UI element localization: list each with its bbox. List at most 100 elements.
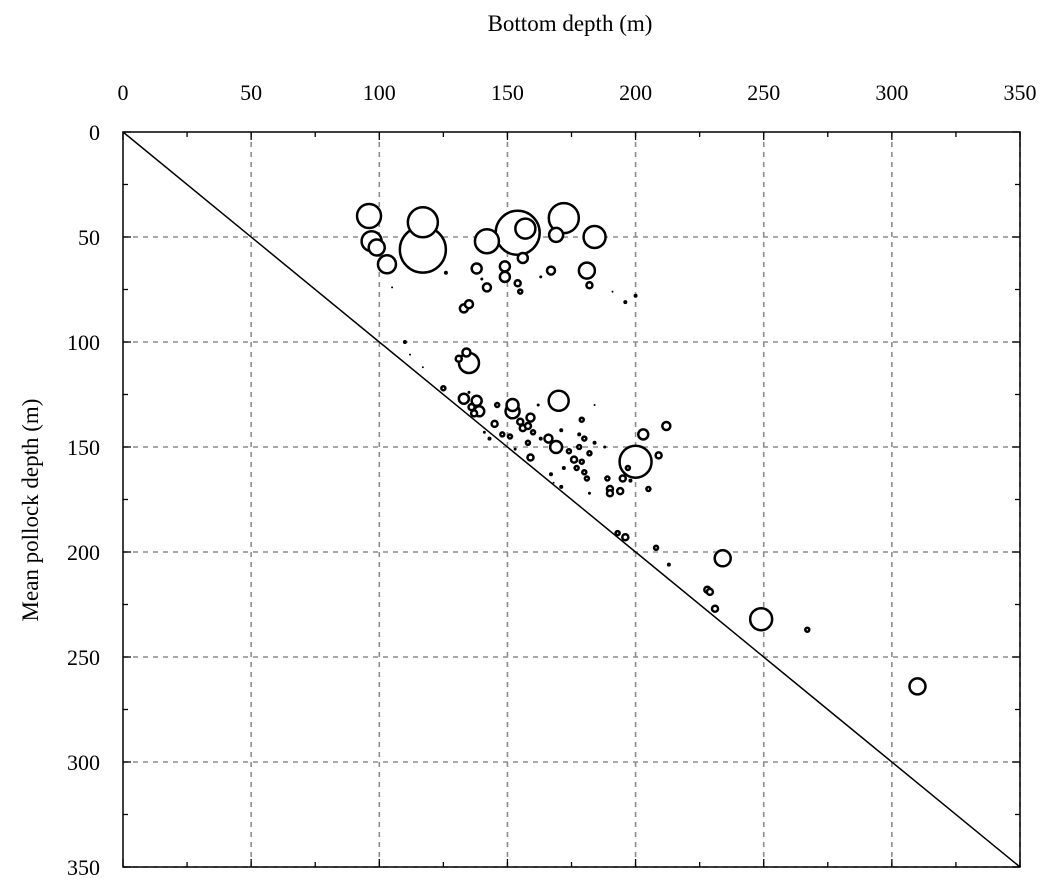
data-point xyxy=(367,238,386,257)
y-tick-label: 100 xyxy=(67,330,100,355)
data-point xyxy=(461,347,472,358)
data-point xyxy=(526,453,535,462)
data-point xyxy=(614,529,621,537)
data-point xyxy=(624,464,632,472)
data-point xyxy=(536,403,540,407)
data-point xyxy=(559,428,564,433)
data-point xyxy=(454,354,463,364)
data-point xyxy=(666,562,671,567)
data-point xyxy=(578,458,586,465)
y-tick-label: 250 xyxy=(67,645,100,670)
data-point xyxy=(611,290,614,293)
data-point xyxy=(593,404,596,406)
data-point xyxy=(604,475,611,482)
y-tick-label: 150 xyxy=(67,435,100,460)
data-point xyxy=(543,433,554,444)
x-tick-labels: 0 50 100 150 200 250 300 350 xyxy=(118,80,1037,105)
data-point xyxy=(713,549,732,568)
data-point xyxy=(506,433,514,440)
data-point xyxy=(637,428,650,441)
x-tick-label: 150 xyxy=(491,80,524,105)
data-point xyxy=(516,288,524,295)
data-point xyxy=(547,226,565,244)
data-point xyxy=(376,254,398,275)
data-point xyxy=(621,533,630,542)
data-point xyxy=(628,478,633,483)
data-point xyxy=(421,366,424,369)
data-point xyxy=(469,409,479,418)
x-tick-label: 100 xyxy=(363,80,396,105)
data-point xyxy=(565,447,573,455)
data-point xyxy=(391,286,394,289)
x-tick-label: 50 xyxy=(240,80,262,105)
x-tick-label: 0 xyxy=(118,80,129,105)
data-point xyxy=(547,389,570,413)
data-point xyxy=(573,464,580,472)
data-point xyxy=(487,436,492,441)
y-tick-label: 300 xyxy=(67,750,100,775)
data-point xyxy=(523,421,533,431)
axis-ticks xyxy=(122,131,1021,868)
data-point xyxy=(482,430,486,434)
data-point xyxy=(581,435,588,442)
data-point xyxy=(748,606,774,632)
reference-line xyxy=(122,131,1021,868)
data-point xyxy=(586,450,593,457)
data-point xyxy=(457,392,471,405)
data-point xyxy=(514,217,537,240)
y-tick-label: 0 xyxy=(89,120,100,145)
x-tick-label: 300 xyxy=(875,80,908,105)
x-tick-label: 200 xyxy=(619,80,652,105)
data-point xyxy=(623,300,628,305)
x-axis-title: Bottom depth (m) xyxy=(488,11,653,36)
data-points xyxy=(355,201,927,696)
data-point xyxy=(539,275,543,279)
data-point xyxy=(710,604,720,613)
data-point xyxy=(645,485,652,493)
data-point xyxy=(582,224,607,250)
data-point xyxy=(548,439,564,455)
data-point xyxy=(654,451,663,460)
data-point xyxy=(581,468,588,476)
data-point xyxy=(585,281,594,290)
data-point xyxy=(490,419,499,429)
x-tick-label: 250 xyxy=(747,80,780,105)
data-point xyxy=(577,432,582,437)
reference-line-group xyxy=(122,131,1021,868)
data-point xyxy=(480,277,484,281)
data-point xyxy=(538,436,543,441)
data-point xyxy=(618,444,653,479)
data-point xyxy=(463,298,475,310)
data-point xyxy=(505,397,520,413)
y-tick-labels: 0 50 100 150 200 250 300 350 xyxy=(67,120,100,880)
data-point xyxy=(592,440,597,445)
y-axis-title: Mean pollock depth (m) xyxy=(18,399,43,622)
data-point xyxy=(615,486,625,496)
data-point xyxy=(545,265,557,276)
x-tick-label: 350 xyxy=(1004,80,1037,105)
data-point xyxy=(473,227,501,255)
data-point xyxy=(402,340,407,344)
data-point xyxy=(498,270,512,284)
data-point xyxy=(406,206,440,239)
y-tick-label: 50 xyxy=(78,225,100,250)
data-point xyxy=(908,677,927,696)
data-point xyxy=(705,587,715,597)
data-point xyxy=(467,390,471,394)
data-point xyxy=(577,261,597,280)
data-point xyxy=(499,431,506,438)
data-point xyxy=(575,443,583,451)
data-point xyxy=(552,481,555,484)
data-point xyxy=(587,491,591,495)
data-point xyxy=(652,544,660,552)
data-point xyxy=(804,626,811,633)
data-point xyxy=(618,474,628,483)
data-point xyxy=(603,445,607,449)
data-point xyxy=(561,466,566,470)
data-point xyxy=(524,439,532,447)
data-point xyxy=(633,293,638,298)
data-point xyxy=(498,260,512,273)
data-point xyxy=(605,488,615,498)
data-point xyxy=(493,401,501,409)
